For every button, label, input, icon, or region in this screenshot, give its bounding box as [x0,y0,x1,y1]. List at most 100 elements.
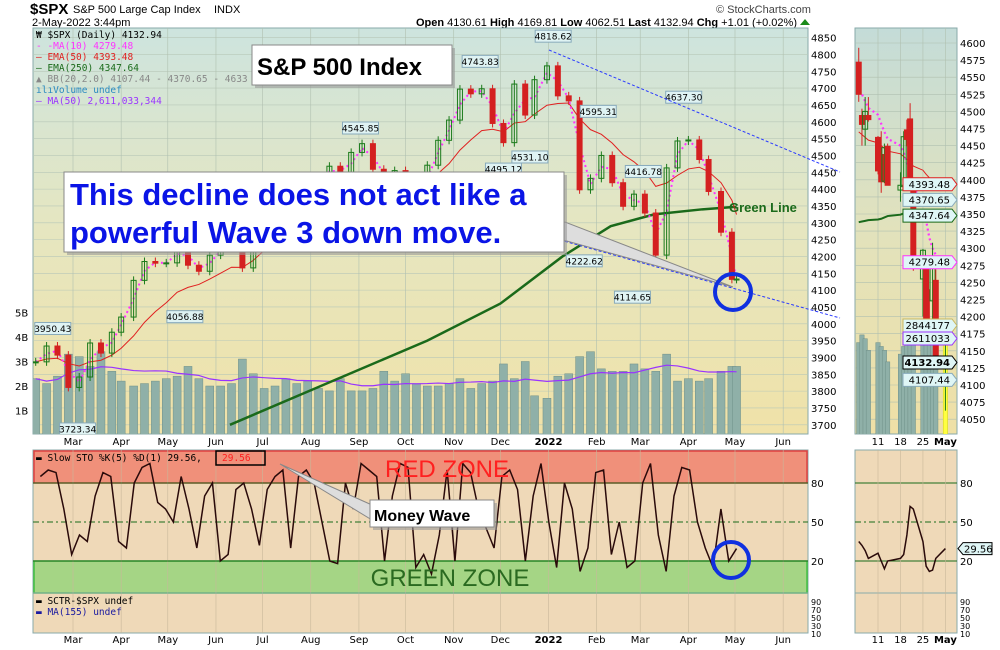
symbol: $SPX [30,1,68,18]
x-tick-label: Feb [588,635,606,646]
price-label: 4114.65 [614,294,651,304]
sctr-tick-label: 70 [811,606,821,615]
mini-sctr-tick-label: 70 [960,606,970,615]
mini-y-tick-label: 4075 [960,398,985,409]
volume-bar [325,390,334,434]
volume-bar [488,380,497,434]
candle [663,167,670,256]
mini-y-tick-label: 4425 [960,159,985,170]
mini-y-tick-label: 4050 [960,415,985,426]
mini-candle [855,61,862,95]
price-label-box [341,121,379,135]
mini-sctr-tick-label: 30 [960,622,970,631]
price-label-box [565,254,603,268]
y-tick-label: 4000 [811,320,836,331]
sto-tick-label: 80 [811,479,824,490]
svg-text:— MA(50) 2,611,033,344: — MA(50) 2,611,033,344 [36,96,162,107]
x-tick-label: Dec [491,635,510,646]
y-tick-label: 4250 [811,236,836,247]
mini-sto-line [858,504,946,573]
price-label: 4416.78 [625,168,662,178]
datetime: 2-May-2022 3:44pm [32,17,130,29]
candle [696,139,703,160]
up-arrow-icon [800,19,810,25]
price-label: 4531.10 [511,153,548,163]
volume-bar [564,373,573,434]
candle [576,100,583,191]
mini-volume-bar [865,350,871,434]
candle [565,95,572,102]
candle [456,88,463,121]
sto-tick-label: 20 [811,557,824,568]
volume-bar [662,353,671,434]
chg-label: Chg [697,17,718,29]
price-label-box [579,104,617,118]
price-tag-label: 2611033 [905,334,950,345]
money-wave-box [369,499,495,528]
x-tick-label: May [725,437,746,448]
volume-bar [732,366,741,434]
volume-tick-label: 2B [15,382,28,393]
y-tick-label: 4100 [811,286,836,297]
volume-bar [499,363,508,434]
price-tag-label: 4393.48 [909,180,950,191]
mini-candle [907,118,914,185]
volume-bar [357,390,367,434]
legend-vol-ma50: MA(50) 2,611,033,344 [47,96,162,107]
y-tick-label: 4750 [811,67,836,78]
candle [489,88,496,124]
price-tag [902,255,958,270]
y-tick-label: 3900 [811,353,836,364]
y-tick-label: 4550 [811,135,836,146]
volume-bar [74,356,84,434]
price-tag [902,192,958,207]
highlight-circle [713,272,753,312]
volume-bar [107,371,117,434]
svg-text:▬ MA(155) undef: ▬ MA(155) undef [36,607,122,618]
svg-text:▬ SCTR-$SPX undef: ▬ SCTR-$SPX undef [36,596,133,607]
mini-candle [884,145,891,186]
mini-stochastic-plot [858,504,946,573]
volume-bar [346,390,356,434]
y-tick-label: 4450 [811,168,836,179]
volume-bar [477,383,486,434]
green-line-label: Green Line [729,200,797,215]
mini-y-tick-label: 4275 [960,261,985,272]
sto-highlight-circle [711,540,751,580]
x-tick-label: Jun [207,635,224,646]
volume-bar [412,383,421,434]
price-label: 4056.88 [166,313,203,323]
x-tick-label: Feb [588,437,606,448]
candle [369,143,376,170]
mini-sto-tick-label: 20 [960,557,973,568]
title-box [251,44,453,86]
y-tick-label: 4500 [811,151,836,162]
x-tick-label: Dec [491,437,510,448]
volume-bar [42,383,51,434]
candle [641,193,648,214]
volume-bar [161,378,171,434]
price-tag [902,331,958,346]
x-tick-label: Apr [680,635,698,646]
candle [206,254,213,272]
volume-bar [227,383,236,434]
volume-bar [423,385,432,434]
candle [620,182,627,207]
stochastic-legend: ▬ Slow STO %K(5) %D(1) 29.56, 29.56 ▬ SC… [36,450,266,618]
y-tick-label: 4800 [811,50,836,61]
y-tick-label: 3750 [811,404,836,415]
price-label-box [59,422,97,434]
candle [108,331,115,354]
x-tick-label: Oct [397,437,414,448]
price-label-box [534,29,572,43]
volume-bar [520,361,530,434]
candle [54,345,61,356]
candle [728,231,735,280]
volume-bar [336,378,345,434]
last-value: 4132.94 [654,17,694,29]
price-label-box [511,150,549,164]
candle [705,158,712,192]
volume-bar [575,356,584,434]
comment-box [63,171,565,253]
sto-tag [957,542,993,556]
